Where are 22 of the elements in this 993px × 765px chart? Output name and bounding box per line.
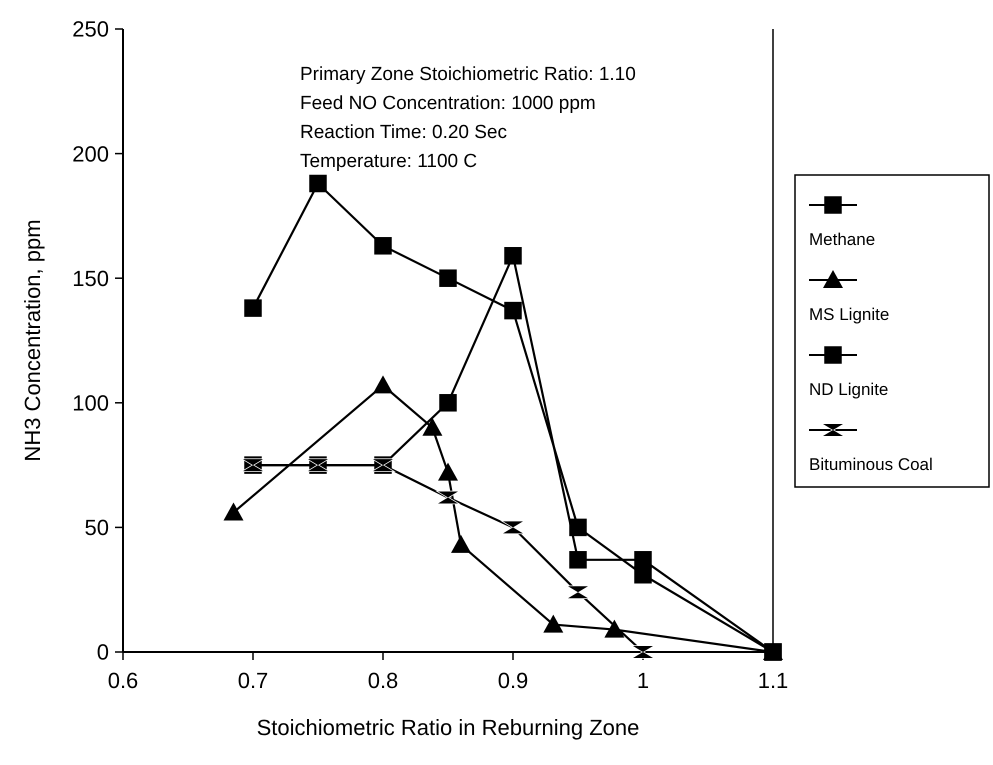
x-tick-label: 0.8 [368,668,398,693]
legend-label: Methane [809,230,876,249]
y-tick-label: 250 [72,16,109,42]
x-tick-label: 1.1 [758,668,788,693]
annotation: Feed NO Concentration: 1000 ppm [300,93,596,114]
legend-label: Bituminous Coal [809,455,933,474]
annotation: Reaction Time: 0.20 Sec [300,122,507,143]
annotation: Primary Zone Stoichiometric Ratio: 1.10 [300,64,636,85]
y-tick-label: 200 [72,141,109,166]
y-tick-label: 50 [84,515,109,540]
x-tick-label: 0.6 [108,668,138,693]
y-tick-label: 0 [96,640,109,665]
annotation: Temperature: 1100 C [300,151,478,172]
x-tick-label: 0.9 [498,668,528,693]
x-tick-label: 0.7 [238,668,268,693]
legend-label: ND Lignite [809,380,888,399]
x-axis-title: Stoichiometric Ratio in Reburning Zone [256,715,640,740]
y-tick-label: 100 [72,390,109,416]
y-tick-label: 150 [72,266,109,291]
legend-label: MS Lignite [809,305,890,324]
y-axis-title: NH3 Concentration, ppm [20,219,45,462]
x-tick-label: 1 [636,668,650,693]
